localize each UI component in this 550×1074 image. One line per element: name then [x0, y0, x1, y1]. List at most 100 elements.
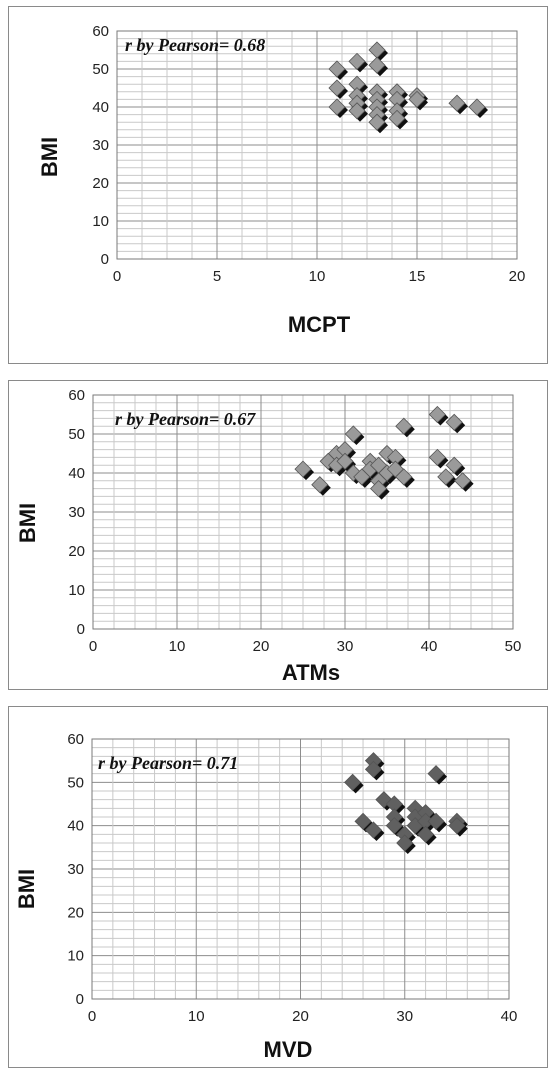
- data-point: [364, 821, 385, 841]
- x-tick-label: 10: [188, 1008, 205, 1025]
- data-points: [294, 405, 474, 500]
- x-tick-label: 0: [113, 268, 121, 285]
- scatter-panel-atms: 0 10 20 30 40 50 60 0 10 20 30 40 50 ATMs BMI r by Pear…: [8, 380, 548, 690]
- data-point: [428, 405, 449, 426]
- point-marker: [437, 468, 455, 486]
- y-tick-label: 50: [68, 426, 85, 443]
- y-tick-label: 60: [92, 23, 109, 40]
- point-marker: [448, 94, 466, 112]
- data-point: [344, 425, 365, 445]
- y-tick-label: 10: [68, 582, 85, 599]
- data-point: [454, 472, 474, 492]
- point-marker: [445, 413, 463, 431]
- y-tick-label: 20: [92, 175, 109, 192]
- data-point: [348, 75, 368, 96]
- point-marker: [336, 452, 354, 470]
- x-tick-label: 40: [501, 1008, 518, 1025]
- data-point: [364, 760, 385, 781]
- point-marker: [448, 817, 466, 835]
- point-marker: [388, 109, 406, 127]
- scatter-chart-mvd: 0 10 20 30 40 50 60 0 10 20 30 40 MVD BMI r by Pearson…: [14, 731, 518, 1062]
- data-point: [417, 825, 437, 846]
- data-point: [428, 448, 449, 469]
- point-marker: [408, 90, 426, 108]
- data-point: [294, 460, 314, 481]
- y-tick-label: 40: [67, 818, 84, 835]
- point-marker: [368, 113, 386, 131]
- data-point: [468, 98, 488, 118]
- x-axis-label: MCPT: [288, 312, 351, 337]
- point-marker: [348, 52, 366, 70]
- scatter-panel-mcpt: 0 10 20 30 40 50 60 0 5 10 15 20 MCPT BMI r by Pearson…: [8, 6, 548, 364]
- point-marker: [368, 56, 386, 74]
- data-point: [395, 417, 415, 438]
- data-points: [328, 41, 488, 134]
- y-tick-label: 50: [92, 61, 109, 78]
- point-marker: [427, 765, 445, 783]
- y-tick-label: 0: [101, 251, 109, 268]
- y-tick-label: 30: [92, 137, 109, 154]
- data-point: [445, 413, 466, 434]
- x-tick-label: 10: [309, 268, 326, 285]
- data-point: [448, 817, 468, 837]
- x-axis-label: MVD: [264, 1037, 313, 1062]
- point-marker: [344, 773, 362, 791]
- y-axis-label: BMI: [14, 869, 39, 909]
- data-point: [385, 817, 406, 837]
- x-axis-label: ATMs: [282, 660, 340, 685]
- point-marker: [428, 405, 446, 424]
- point-marker: [328, 60, 346, 78]
- plot-area: [116, 30, 518, 260]
- point-marker: [427, 812, 445, 830]
- data-point: [348, 52, 368, 73]
- x-tick-label: 20: [253, 638, 270, 655]
- point-marker: [385, 817, 403, 835]
- point-marker: [428, 448, 446, 466]
- point-marker: [354, 812, 372, 830]
- plot-area: [91, 738, 510, 1000]
- data-point: [368, 56, 388, 77]
- scatter-chart-mcpt: 0 10 20 30 40 50 60 0 5 10 15 20 MCPT BMI r by Pearson…: [37, 23, 526, 337]
- data-point: [396, 834, 416, 854]
- point-marker: [454, 472, 472, 490]
- data-points: [344, 752, 468, 854]
- y-axis-label: BMI: [37, 137, 62, 177]
- point-marker: [395, 468, 413, 486]
- y-tick-label: 40: [68, 465, 85, 482]
- data-point: [427, 765, 448, 785]
- y-tick-label: 10: [92, 213, 109, 230]
- data-point: [344, 773, 364, 794]
- data-point: [448, 94, 468, 115]
- x-tick-label: 0: [89, 638, 97, 655]
- point-marker: [396, 834, 414, 852]
- point-marker: [328, 79, 346, 97]
- data-point: [408, 90, 428, 111]
- x-tick-label: 20: [509, 268, 526, 285]
- point-marker: [375, 791, 393, 809]
- data-point: [388, 109, 408, 130]
- data-point: [375, 791, 395, 811]
- data-point: [311, 476, 331, 496]
- x-tick-label: 50: [505, 638, 522, 655]
- x-tick-label: 5: [213, 268, 221, 285]
- x-tick-label: 20: [292, 1008, 309, 1025]
- point-marker: [328, 98, 346, 116]
- point-marker: [344, 425, 362, 443]
- y-tick-label: 0: [77, 621, 85, 638]
- plot-area: [92, 394, 514, 630]
- x-tick-label: 30: [396, 1008, 413, 1025]
- y-tick-label: 50: [67, 774, 84, 791]
- data-point: [348, 102, 368, 122]
- point-marker: [294, 460, 312, 478]
- y-tick-label: 20: [67, 904, 84, 921]
- y-tick-label: 60: [68, 387, 85, 404]
- scatter-panel-mvd: 0 10 20 30 40 50 60 0 10 20 30 40 MVD BMI r by Pearson…: [8, 706, 548, 1068]
- y-tick-label: 30: [67, 861, 84, 878]
- pearson-annotation: r by Pearson= 0.67: [115, 409, 256, 429]
- data-point: [368, 41, 388, 61]
- x-tick-label: 0: [88, 1008, 96, 1025]
- point-marker: [417, 825, 435, 843]
- data-point: [328, 98, 348, 118]
- point-marker: [311, 476, 329, 494]
- y-tick-label: 30: [68, 504, 85, 521]
